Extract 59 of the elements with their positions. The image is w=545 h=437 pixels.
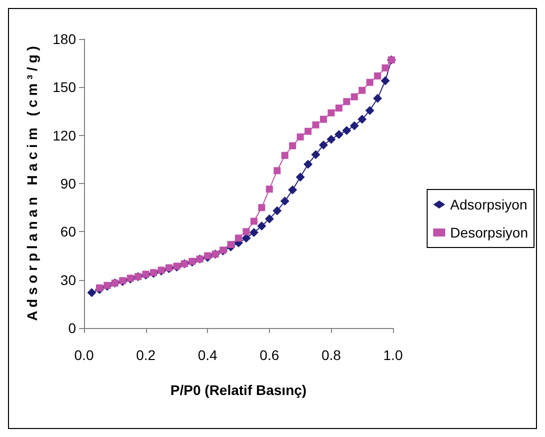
legend-label: Desorpsiyon bbox=[450, 224, 528, 240]
point bbox=[334, 130, 344, 140]
x-tick-label: 0.4 bbox=[198, 347, 218, 363]
point bbox=[326, 134, 336, 144]
point bbox=[87, 288, 96, 298]
point bbox=[281, 152, 288, 159]
point bbox=[365, 106, 374, 115]
x-tick-label: 0.8 bbox=[321, 347, 342, 363]
x-tick-label: 1.0 bbox=[383, 347, 403, 363]
point bbox=[227, 241, 234, 248]
point bbox=[358, 86, 366, 94]
point bbox=[258, 204, 266, 212]
point bbox=[288, 185, 298, 194]
point bbox=[272, 206, 282, 216]
point bbox=[350, 93, 358, 100]
point bbox=[342, 126, 352, 136]
point bbox=[296, 133, 304, 140]
point bbox=[335, 104, 342, 112]
y-tick-label: 150 bbox=[52, 79, 76, 96]
y-tick-label: 90 bbox=[60, 176, 76, 192]
point bbox=[266, 186, 273, 193]
point bbox=[382, 64, 389, 72]
y-tick-label: 120 bbox=[52, 127, 76, 144]
point bbox=[318, 140, 328, 150]
y-axis-title: A d s o r p l a n a n H a c i m ( c m ³ / g ) bbox=[24, 46, 40, 321]
point bbox=[312, 121, 320, 128]
point bbox=[96, 284, 103, 292]
point bbox=[343, 98, 350, 106]
point bbox=[374, 72, 382, 80]
point bbox=[296, 172, 305, 182]
point bbox=[235, 234, 242, 242]
point bbox=[304, 160, 313, 169]
point bbox=[350, 121, 359, 130]
point bbox=[257, 222, 266, 231]
x-tick-label: 0.0 bbox=[74, 347, 94, 363]
point bbox=[289, 142, 296, 150]
point bbox=[242, 228, 250, 236]
y-tick-label: 30 bbox=[60, 272, 76, 288]
point bbox=[311, 150, 320, 160]
point bbox=[320, 116, 327, 123]
y-tick-label: 0 bbox=[68, 320, 76, 336]
legend-label: Adsorpsiyon bbox=[450, 196, 528, 212]
point bbox=[250, 218, 258, 225]
x-tick-label: 0.6 bbox=[260, 347, 280, 363]
point bbox=[264, 214, 274, 224]
point bbox=[274, 167, 281, 174]
x-axis-title: P/P0 (Relatif Basınç) bbox=[170, 382, 307, 398]
point bbox=[358, 114, 367, 124]
point bbox=[380, 76, 390, 86]
point bbox=[280, 196, 290, 206]
y-tick-label: 60 bbox=[60, 224, 76, 240]
point bbox=[373, 94, 382, 103]
y-tick-label: 180 bbox=[52, 31, 76, 47]
point bbox=[328, 109, 335, 116]
point bbox=[249, 228, 258, 237]
point bbox=[366, 78, 374, 86]
x-tick-label: 0.2 bbox=[136, 347, 156, 363]
point bbox=[304, 128, 312, 135]
point bbox=[204, 252, 212, 260]
